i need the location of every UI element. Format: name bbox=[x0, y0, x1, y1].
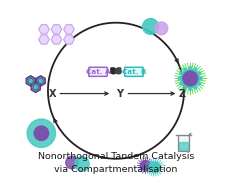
Polygon shape bbox=[63, 25, 74, 34]
Ellipse shape bbox=[110, 69, 116, 74]
Circle shape bbox=[199, 77, 201, 79]
Text: Y: Y bbox=[116, 89, 123, 98]
Circle shape bbox=[34, 126, 48, 140]
Ellipse shape bbox=[116, 68, 117, 70]
Text: Cat. A: Cat. A bbox=[85, 69, 110, 75]
Circle shape bbox=[188, 88, 190, 90]
Circle shape bbox=[194, 87, 196, 89]
Polygon shape bbox=[177, 135, 188, 151]
Circle shape bbox=[198, 72, 200, 74]
Polygon shape bbox=[63, 35, 74, 44]
Circle shape bbox=[183, 87, 185, 89]
Circle shape bbox=[188, 67, 190, 68]
Text: Cat. B: Cat. B bbox=[121, 69, 146, 75]
Polygon shape bbox=[39, 25, 49, 34]
Polygon shape bbox=[178, 142, 188, 150]
Circle shape bbox=[179, 83, 181, 85]
Ellipse shape bbox=[111, 68, 112, 70]
Ellipse shape bbox=[117, 68, 119, 70]
Text: via Compartmentalisation: via Compartmentalisation bbox=[54, 165, 177, 174]
Circle shape bbox=[33, 85, 38, 90]
Circle shape bbox=[183, 68, 185, 70]
Polygon shape bbox=[36, 75, 45, 86]
Ellipse shape bbox=[112, 68, 113, 70]
Circle shape bbox=[27, 119, 55, 147]
Circle shape bbox=[140, 161, 149, 170]
Ellipse shape bbox=[119, 68, 120, 70]
Polygon shape bbox=[51, 25, 61, 34]
Circle shape bbox=[74, 157, 89, 171]
Circle shape bbox=[194, 68, 196, 70]
Text: X: X bbox=[49, 89, 56, 98]
Circle shape bbox=[142, 19, 158, 34]
Circle shape bbox=[182, 70, 197, 86]
Polygon shape bbox=[26, 75, 35, 86]
Circle shape bbox=[149, 162, 159, 173]
Circle shape bbox=[28, 78, 33, 84]
Polygon shape bbox=[31, 82, 40, 93]
Text: Nonorthogonal Tandem Catalysis: Nonorthogonal Tandem Catalysis bbox=[38, 152, 193, 161]
FancyBboxPatch shape bbox=[124, 67, 143, 76]
Circle shape bbox=[178, 77, 179, 79]
Text: Z: Z bbox=[178, 89, 185, 98]
FancyBboxPatch shape bbox=[88, 67, 107, 76]
Ellipse shape bbox=[113, 68, 114, 70]
Circle shape bbox=[154, 22, 167, 35]
Polygon shape bbox=[51, 35, 61, 44]
Ellipse shape bbox=[115, 69, 121, 74]
Circle shape bbox=[198, 83, 200, 85]
Circle shape bbox=[179, 72, 181, 74]
Polygon shape bbox=[39, 35, 49, 44]
Ellipse shape bbox=[110, 68, 111, 70]
Circle shape bbox=[65, 156, 78, 169]
Circle shape bbox=[38, 78, 43, 84]
